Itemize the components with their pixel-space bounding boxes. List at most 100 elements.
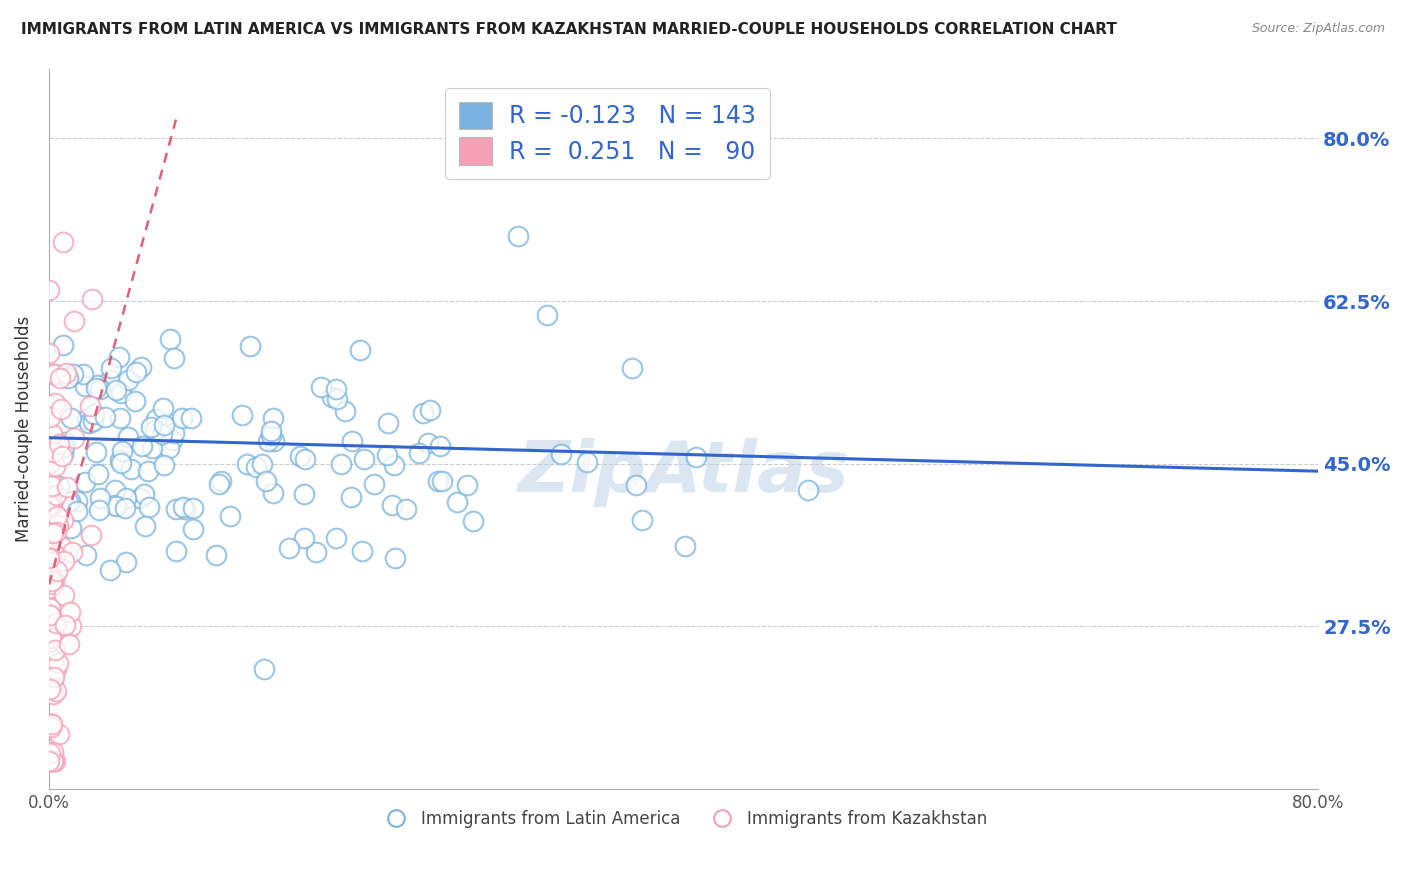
Point [73, 475, 96, 490]
Point [38, 755, 60, 769]
Point [42, 577, 65, 591]
Point [45, 565, 67, 579]
Point [446, 494, 468, 508]
Point [288, 449, 311, 463]
Point [60, 410, 83, 425]
Point [325, 382, 347, 396]
Point [305, 545, 328, 559]
Point [125, 365, 148, 379]
Point [335, 404, 357, 418]
Point [129, 359, 152, 374]
Point [363, 477, 385, 491]
Point [39, 600, 62, 615]
Point [115, 491, 138, 505]
Point [89, 502, 111, 516]
Point [55, 480, 77, 494]
Point [52, 554, 75, 568]
Point [260, 427, 283, 442]
Point [108, 410, 131, 425]
Point [340, 434, 363, 448]
Point [340, 490, 363, 504]
Point [38, 409, 60, 424]
Point [39, 746, 62, 760]
Point [66, 504, 89, 518]
Point [39, 475, 62, 490]
Point [58, 637, 80, 651]
Point [38, 581, 60, 595]
Point [41, 545, 63, 559]
Point [245, 460, 267, 475]
Point [294, 451, 316, 466]
Point [52, 588, 75, 602]
Point [426, 474, 449, 488]
Point [41, 716, 63, 731]
Text: Source: ZipAtlas.com: Source: ZipAtlas.com [1251, 22, 1385, 36]
Point [235, 458, 257, 472]
Point [160, 433, 183, 447]
Point [45, 524, 67, 539]
Point [51, 540, 73, 554]
Point [41, 721, 63, 735]
Point [52, 446, 75, 460]
Point [44, 755, 66, 769]
Point [239, 339, 262, 353]
Point [250, 457, 273, 471]
Point [117, 429, 139, 443]
Point [165, 501, 187, 516]
Point [41, 426, 63, 441]
Point [377, 448, 399, 462]
Point [44, 395, 66, 409]
Point [141, 442, 163, 456]
Point [41, 496, 63, 510]
Point [381, 498, 404, 512]
Point [39, 755, 62, 769]
Point [412, 406, 434, 420]
Point [550, 447, 572, 461]
Point [59, 619, 82, 633]
Point [83, 407, 105, 421]
Point [38, 499, 60, 513]
Point [180, 410, 202, 425]
Point [84, 445, 107, 459]
Point [38, 755, 60, 769]
Point [62, 431, 84, 445]
Point [56, 494, 79, 508]
Point [39, 720, 62, 734]
Point [73, 379, 96, 393]
Point [159, 332, 181, 346]
Point [42, 445, 65, 459]
Point [77, 416, 100, 430]
Point [231, 408, 253, 422]
Point [349, 343, 371, 358]
Point [170, 411, 193, 425]
Point [72, 367, 94, 381]
Point [46, 656, 69, 670]
Point [104, 383, 127, 397]
Point [260, 425, 283, 439]
Point [45, 615, 67, 630]
Text: ZipAtlas: ZipAtlas [517, 438, 849, 507]
Point [124, 394, 146, 409]
Point [456, 478, 478, 492]
Point [48, 437, 70, 451]
Point [110, 386, 132, 401]
Point [44, 548, 66, 562]
Point [38, 346, 60, 360]
Point [82, 292, 104, 306]
Point [145, 411, 167, 425]
Point [39, 550, 62, 565]
Point [39, 496, 62, 510]
Point [42, 745, 65, 759]
Point [89, 491, 111, 505]
Point [46, 622, 69, 636]
Point [39, 509, 62, 524]
Point [82, 414, 104, 428]
Point [38, 536, 60, 550]
Point [46, 508, 69, 523]
Point [52, 512, 75, 526]
Point [98, 373, 121, 387]
Point [53, 617, 76, 632]
Point [204, 549, 226, 563]
Point [114, 500, 136, 515]
Point [136, 464, 159, 478]
